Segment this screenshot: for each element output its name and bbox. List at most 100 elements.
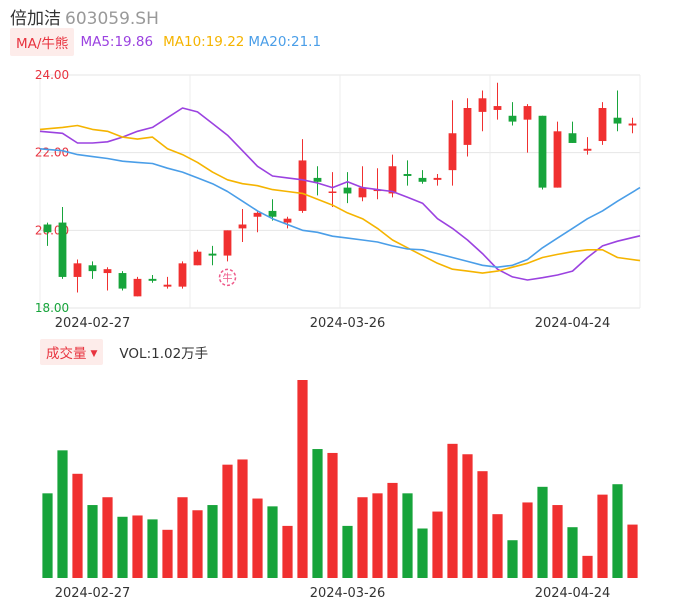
- volume-bar-up: [462, 454, 473, 578]
- ma-toggle-button[interactable]: MA/牛熊: [10, 28, 75, 56]
- volume-bar-up: [552, 505, 563, 578]
- candle-body: [223, 230, 232, 256]
- volume-bar-up: [327, 452, 338, 578]
- volume-bar-up: [297, 380, 308, 578]
- ma20-label: MA20:21.1: [248, 34, 322, 50]
- volume-bar-down: [507, 540, 518, 578]
- candle-body: [298, 160, 307, 211]
- candle-down: [118, 271, 127, 291]
- volume-bar-up: [177, 497, 188, 578]
- candle-down: [403, 160, 412, 186]
- candle-up: [478, 90, 487, 132]
- volume-bar-down: [402, 493, 413, 578]
- caret-down-icon: ▼: [90, 349, 98, 359]
- candle-up: [283, 216, 292, 229]
- price-date-label: 2024-04-24: [535, 316, 611, 330]
- volume-bar-up: [387, 482, 398, 578]
- candle-down: [343, 172, 352, 204]
- candle-up: [238, 208, 247, 242]
- candle-down: [418, 170, 427, 184]
- volume-date-label: 2024-03-26: [310, 586, 386, 601]
- candle-body: [178, 263, 187, 287]
- candle-body: [403, 174, 412, 176]
- volume-bar-down: [57, 450, 68, 578]
- price-date-label: 2024-03-26: [310, 316, 386, 330]
- bull-badge-label: 牛: [223, 271, 233, 284]
- volume-bar-up: [192, 510, 203, 578]
- candle-down: [58, 207, 67, 279]
- candle-body: [628, 123, 637, 126]
- volume-bar-up: [597, 494, 608, 578]
- candle-body: [583, 148, 592, 151]
- candle-down: [613, 90, 622, 132]
- price-tick-label: 18.00: [35, 301, 69, 315]
- ma5-line: [39, 107, 641, 281]
- candle-down: [43, 222, 52, 246]
- candle-up: [583, 137, 592, 155]
- candle-up: [628, 117, 637, 134]
- volume-bar-up: [492, 514, 503, 578]
- volume-bar-up: [72, 473, 83, 578]
- volume-bar-down: [42, 493, 53, 578]
- candle-body: [238, 224, 247, 229]
- volume-bar-up: [357, 497, 368, 578]
- bull-badge-ring: [218, 268, 237, 287]
- candle-up: [298, 139, 307, 213]
- price-tick-label: 24.00: [35, 68, 69, 82]
- candle-down: [88, 261, 97, 279]
- volume-bar-down: [567, 527, 578, 578]
- volume-bar-up: [447, 443, 458, 578]
- candle-up: [193, 249, 202, 266]
- volume-bar-up: [282, 525, 293, 578]
- candle-up: [328, 172, 337, 208]
- candle-up: [163, 276, 172, 289]
- candle-body: [388, 166, 397, 194]
- candle-body: [418, 177, 427, 182]
- volume-bar-down: [207, 505, 218, 578]
- volume-bar-up: [102, 497, 113, 578]
- volume-indicator-dropdown[interactable]: 成交量 ▼: [40, 339, 104, 365]
- volume-bar-up: [477, 471, 488, 578]
- volume-indicator-label: 成交量: [46, 346, 87, 362]
- stock-name: 倍加洁: [10, 9, 61, 29]
- candle-up: [103, 267, 112, 291]
- volume-bar-down: [312, 449, 323, 578]
- candle-body: [568, 133, 577, 143]
- candle-body: [613, 117, 622, 124]
- candle-body: [193, 251, 202, 266]
- candle-body: [343, 187, 352, 194]
- volume-bar-down: [147, 519, 158, 578]
- candle-body: [208, 253, 217, 256]
- volume-bar-up: [627, 524, 638, 578]
- volume-date-label: 2024-04-24: [535, 586, 611, 601]
- candle-up: [523, 104, 532, 153]
- volume-bar-up: [522, 502, 533, 578]
- candle-up: [553, 121, 562, 188]
- candle-body: [43, 224, 52, 233]
- volume-legend: 成交量 ▼ VOL:1.02万手: [40, 339, 208, 365]
- candle-body: [598, 108, 607, 142]
- volume-bar-up: [252, 498, 263, 578]
- candle-body: [523, 106, 532, 120]
- candle-down: [208, 245, 217, 266]
- candle-body: [133, 278, 142, 297]
- volume-bar-down: [537, 486, 548, 578]
- stock-code: 603059.SH: [65, 9, 159, 29]
- volume-bar-up: [132, 515, 143, 578]
- candle-body: [253, 212, 262, 217]
- volume-bar-down: [117, 516, 128, 578]
- candle-body: [478, 98, 487, 112]
- ma10-line: [39, 124, 641, 274]
- volume-bars: [42, 380, 638, 578]
- volume-bar-down: [612, 484, 623, 578]
- candle-body: [493, 106, 502, 110]
- volume-bar-up: [162, 529, 173, 578]
- volume-bar-up: [582, 555, 593, 578]
- candle-down: [538, 115, 547, 190]
- price-date-label: 2024-02-27: [55, 316, 131, 330]
- ma-legend: MA/牛熊 MA5:19.86 MA10:19.22 MA20:21.1: [10, 28, 322, 56]
- ma20-line: [39, 148, 641, 269]
- candle-up: [253, 210, 262, 233]
